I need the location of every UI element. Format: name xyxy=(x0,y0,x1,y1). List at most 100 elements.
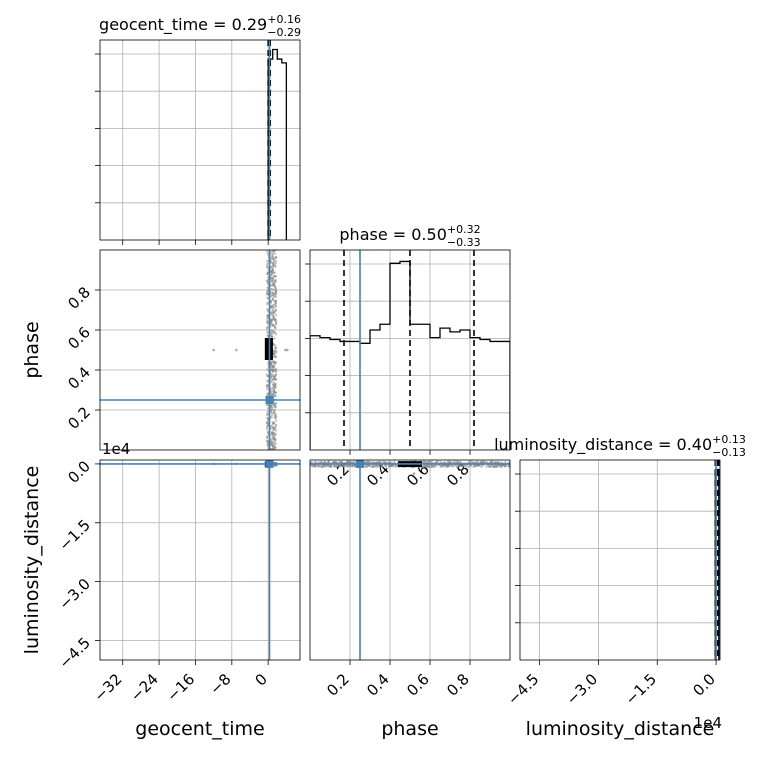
sample-point xyxy=(474,465,477,468)
sample-point xyxy=(266,380,269,383)
sample-point xyxy=(274,314,278,317)
sample-point xyxy=(271,252,274,255)
sample-point xyxy=(439,465,442,469)
sample-point xyxy=(265,387,269,390)
sample-point xyxy=(267,442,270,445)
y-axis-label: phase xyxy=(21,321,43,378)
sample-point xyxy=(273,349,277,352)
x-tick-label: 0.8 xyxy=(443,670,473,700)
sample-point xyxy=(449,461,452,464)
sample-point xyxy=(272,383,275,386)
sample-point xyxy=(431,465,434,469)
y-tick-label: 0.2 xyxy=(64,403,94,433)
sample-point xyxy=(380,465,383,468)
sample-point xyxy=(272,381,275,384)
sample-point xyxy=(422,460,425,463)
sample-point xyxy=(392,465,395,468)
x-tick-label: 0.4 xyxy=(363,670,393,700)
stray-sample-point xyxy=(412,472,416,476)
y-tick-label: −1.5 xyxy=(56,516,94,554)
sample-point xyxy=(266,250,269,253)
sample-point xyxy=(272,427,275,430)
sample-point xyxy=(426,461,429,464)
sample-point xyxy=(462,464,465,467)
sample-point xyxy=(274,318,277,321)
sample-point xyxy=(316,465,319,468)
panel-title-sub: −0.13 xyxy=(712,446,746,459)
sample-point xyxy=(265,439,269,443)
sample-point xyxy=(273,355,276,358)
sample-point xyxy=(266,266,269,269)
sample-point xyxy=(338,460,341,464)
sample-point xyxy=(274,344,277,347)
sample-point xyxy=(270,314,273,317)
injection-marker xyxy=(265,396,274,404)
sample-point xyxy=(466,465,469,468)
sample-point xyxy=(274,278,277,281)
y-tick-label: 0.8 xyxy=(64,283,94,313)
sample-point xyxy=(270,424,274,427)
sample-point xyxy=(273,377,276,381)
sample-point xyxy=(503,464,506,467)
sample-point xyxy=(273,441,276,444)
sample-point xyxy=(452,460,455,463)
sample-point xyxy=(481,464,484,467)
sample-point xyxy=(273,294,276,298)
panel-title-sup: +0.13 xyxy=(712,433,746,446)
sample-point xyxy=(314,461,317,464)
sample-point xyxy=(273,259,276,263)
sample-point xyxy=(273,364,276,367)
sample-point xyxy=(348,461,352,464)
sample-point xyxy=(270,250,273,254)
sample-point xyxy=(324,465,327,468)
x-tick-label: −32 xyxy=(90,670,125,705)
sample-point xyxy=(274,287,277,291)
sample-point xyxy=(354,465,357,468)
sample-point xyxy=(271,256,274,259)
x-axis-label: geocent_time xyxy=(135,718,264,740)
plot-area xyxy=(310,250,510,450)
panel-title-sub: −0.29 xyxy=(267,26,301,39)
sample-point xyxy=(335,465,338,468)
sample-point xyxy=(274,346,277,350)
sample-point xyxy=(274,447,277,450)
sample-point xyxy=(275,321,278,324)
sample-point xyxy=(266,326,269,329)
sample-point xyxy=(271,365,274,369)
sample-point xyxy=(382,460,385,463)
sample-point xyxy=(270,332,273,335)
sample-point xyxy=(271,420,274,424)
stray-sample-point xyxy=(284,348,287,352)
sample-point xyxy=(329,465,332,468)
sample-point xyxy=(271,287,274,291)
sample-point xyxy=(270,442,273,445)
sample-point xyxy=(266,437,269,440)
sample-point xyxy=(266,309,270,312)
sample-point xyxy=(270,312,273,315)
sample-point xyxy=(266,252,269,255)
sample-point xyxy=(266,281,270,285)
sample-point xyxy=(274,429,277,432)
sample-point xyxy=(273,408,277,411)
sample-point xyxy=(394,465,397,468)
panel-hist-geocent_time xyxy=(95,39,301,245)
sample-point xyxy=(266,286,269,289)
sample-point xyxy=(271,267,274,270)
sample-point xyxy=(266,410,269,414)
stray-sample-point xyxy=(285,348,289,352)
x-tick-label: 0.2 xyxy=(323,670,353,700)
plot-area xyxy=(100,460,300,660)
sample-point xyxy=(271,324,274,328)
sample-point xyxy=(272,373,275,376)
sample-point xyxy=(498,465,501,468)
sample-point xyxy=(272,445,275,448)
sample-point xyxy=(270,431,274,434)
sample-point xyxy=(266,374,269,377)
sample-point xyxy=(274,402,278,405)
x-tick-label: 0 xyxy=(252,670,271,689)
panel-hist-phase xyxy=(305,249,511,455)
sample-point xyxy=(266,420,269,423)
sample-point xyxy=(273,310,276,313)
sample-point xyxy=(270,369,273,372)
